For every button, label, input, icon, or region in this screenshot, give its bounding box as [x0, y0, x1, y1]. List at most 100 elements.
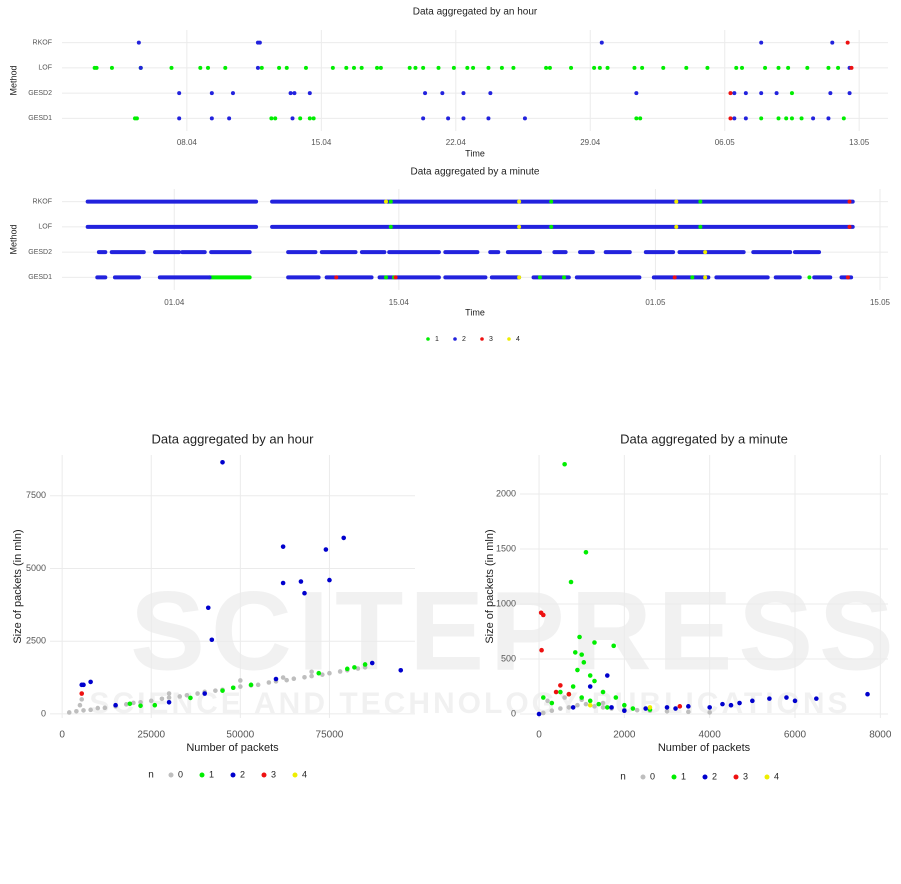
point: [570, 705, 576, 710]
legend-label: 0: [178, 769, 183, 779]
point: [227, 116, 232, 121]
point: [732, 116, 737, 121]
point: [517, 224, 522, 229]
y-tick-label: 5000: [26, 563, 46, 573]
point: [611, 643, 616, 649]
point: [421, 65, 426, 70]
y-axis-title: Method: [8, 224, 18, 254]
point: [789, 91, 794, 96]
point: [705, 65, 710, 70]
point: [575, 667, 580, 673]
y-tick-label: LOF: [38, 224, 52, 231]
point: [600, 705, 606, 710]
point: [220, 688, 225, 693]
point: [88, 707, 93, 713]
point: [131, 700, 136, 706]
point: [205, 605, 211, 611]
point: [540, 695, 546, 700]
point: [255, 682, 261, 688]
point: [537, 275, 542, 280]
point: [269, 116, 274, 121]
point: [302, 590, 307, 596]
legend-label: 2: [240, 769, 245, 779]
point: [446, 116, 451, 121]
x-tick-label: 0: [536, 730, 542, 741]
point: [123, 702, 129, 707]
point: [166, 695, 172, 700]
point: [583, 549, 589, 555]
point: [732, 91, 737, 96]
point: [303, 65, 308, 70]
legend-label: 1: [681, 771, 686, 781]
point: [177, 694, 183, 699]
x-tick-label: 13.05: [849, 138, 870, 147]
legend-title: n: [148, 770, 154, 781]
point: [255, 65, 260, 70]
point: [547, 65, 552, 70]
point: [734, 65, 739, 70]
x-tick-label: 08.04: [177, 138, 198, 147]
y-axis-title: Size of packets (in mln): [12, 529, 24, 643]
point: [195, 691, 200, 696]
point: [740, 65, 745, 70]
point: [388, 199, 393, 204]
point: [613, 695, 619, 700]
point: [638, 116, 643, 121]
point: [280, 675, 286, 680]
point: [599, 40, 604, 45]
legend-swatch: [640, 774, 646, 780]
point: [811, 116, 816, 121]
point: [344, 65, 349, 70]
point: [592, 704, 597, 709]
point: [522, 116, 527, 121]
legend-label: 3: [743, 771, 748, 781]
point: [238, 678, 243, 683]
point: [545, 698, 550, 704]
point: [327, 577, 332, 583]
point: [664, 708, 670, 714]
point: [597, 65, 602, 70]
point: [486, 116, 491, 121]
point: [826, 116, 831, 121]
legend-swatch: [261, 772, 267, 778]
point: [634, 91, 639, 96]
point: [841, 116, 846, 121]
y-axis-title: Size of packets (in mln): [484, 529, 496, 643]
point: [257, 40, 262, 45]
watermark: SCITEPRESS: [130, 569, 900, 694]
point: [562, 461, 567, 467]
point: [539, 647, 544, 653]
point: [759, 91, 764, 96]
point: [388, 224, 393, 229]
point: [134, 116, 139, 121]
point: [423, 91, 428, 96]
legend-swatch: [480, 337, 484, 341]
point: [600, 700, 606, 706]
legend-label: 3: [489, 336, 493, 343]
point: [587, 684, 593, 689]
point: [540, 710, 546, 716]
point: [284, 677, 289, 683]
point: [566, 705, 572, 710]
point: [558, 689, 563, 695]
point: [572, 650, 578, 655]
point: [558, 706, 563, 711]
point: [784, 695, 789, 700]
point: [759, 40, 764, 45]
point: [605, 65, 610, 70]
y-tick-label: GESD1: [28, 115, 52, 122]
y-tick-label: 500: [501, 653, 516, 663]
point: [684, 65, 689, 70]
legend-label: 4: [516, 336, 520, 343]
legend-swatch: [453, 337, 457, 341]
point: [728, 702, 734, 708]
legend-title: n: [620, 772, 626, 783]
point: [309, 673, 314, 679]
legend-label: 1: [209, 769, 214, 779]
point: [136, 40, 141, 45]
chart-title: Data aggregated by an hour: [152, 431, 315, 446]
legend-label: 2: [712, 771, 717, 781]
point: [177, 116, 182, 121]
point: [461, 116, 466, 121]
point: [587, 702, 593, 708]
